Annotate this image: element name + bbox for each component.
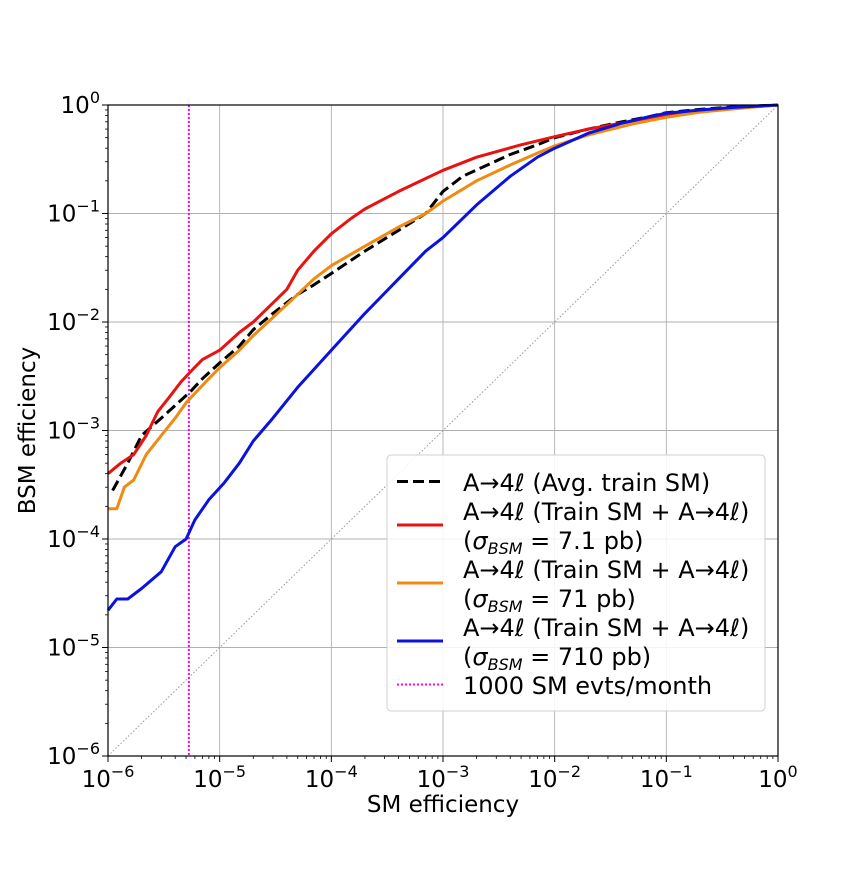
series-line-s710 <box>106 103 779 612</box>
y-tick-label: 10−6 <box>47 739 100 770</box>
diagonal-line <box>107 104 779 757</box>
y-tick-label: 10−4 <box>47 522 100 553</box>
x-tick-label: 10−6 <box>82 762 135 793</box>
x-tick-label: 10−1 <box>640 762 693 793</box>
legend-label-avg: A→4ℓ (Avg. train SM) <box>463 469 710 497</box>
x-tick-label: 10−3 <box>417 762 470 793</box>
diagonal-reference-line <box>107 104 779 757</box>
legend-label-s710: (σBSM = 710 pb) <box>463 643 651 674</box>
series-line-s7 <box>107 103 779 475</box>
y-tick-label: 10−1 <box>47 197 100 228</box>
legend-label-s71: A→4ℓ (Train SM + A→4ℓ) <box>463 556 749 584</box>
x-tick-labels: 10−6 10−5 10−4 10−3 10−2 10−1 100 <box>82 762 798 793</box>
legend-label-s710: A→4ℓ (Train SM + A→4ℓ) <box>463 614 749 642</box>
y-tick-label: 10−5 <box>47 631 100 662</box>
legend-label-vline: 1000 SM evts/month <box>463 672 712 700</box>
legend-label-s7: (σBSM = 7.1 pb) <box>463 527 644 558</box>
x-axis-label: SM efficiency <box>367 792 519 818</box>
x-tick-label: 10−4 <box>305 762 358 793</box>
y-axis-label: BSM efficiency <box>15 347 41 515</box>
x-tick-label: 100 <box>758 762 797 793</box>
legend-label-s7: A→4ℓ (Train SM + A→4ℓ) <box>463 498 749 526</box>
y-tick-label: 10−2 <box>47 305 100 336</box>
y-tick-labels: 10−6 10−5 10−4 10−3 10−2 10−1 100 <box>47 88 100 770</box>
x-tick-label: 10−5 <box>193 762 246 793</box>
x-tick-label: 10−2 <box>528 762 581 793</box>
series-line-s71 <box>108 103 779 511</box>
legend-box <box>386 454 766 712</box>
legend-label-s71: (σBSM = 71 pb) <box>463 585 636 616</box>
legend: A→4ℓ (Avg. train SM)A→4ℓ (Train SM + A→4… <box>386 454 766 712</box>
axis-ticks <box>102 104 779 762</box>
y-tick-label: 10−3 <box>47 414 100 445</box>
series-lines <box>106 103 779 612</box>
y-tick-label: 100 <box>61 88 100 119</box>
